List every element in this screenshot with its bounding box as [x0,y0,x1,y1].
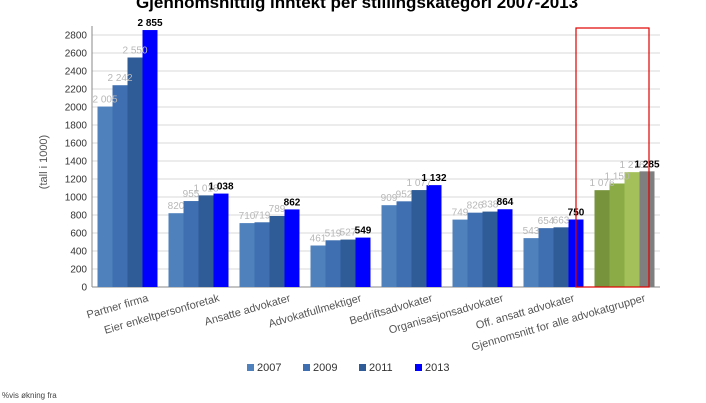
data-label: 789 [269,204,286,215]
y-tick-label: 2800 [65,31,88,42]
y-tick-label: 2200 [65,85,88,96]
legend-swatch [415,364,422,371]
data-label: 2 005 [92,95,117,106]
legend-label: 2009 [313,362,337,374]
y-axis-ticks: 0 200 400 600 800 1000 1200 1400 1600 1800 2000 220… [65,31,88,294]
y-tick-label: 2600 [65,49,88,60]
data-label: 952 [396,189,413,200]
y-tick-label: 200 [70,265,87,276]
data-label: 1 076 [589,178,614,189]
data-label: 1 018 [193,183,218,194]
data-label: 2 550 [122,46,147,57]
data-label: 663 [553,215,570,226]
y-tick-label: 1600 [65,139,88,150]
data-label: 1 150 [604,172,629,183]
data-label: 826 [467,201,484,212]
data-label: 2 855 [137,18,162,29]
bar [594,190,610,287]
y-axis-label: (tall i 1000) [38,135,50,189]
bar [411,190,427,287]
data-label: 710 [239,211,256,222]
y-tick-label: 400 [70,247,87,258]
y-tick-label: 1400 [65,157,88,168]
data-label: 1 276 [619,160,644,171]
y-tick-label: 0 [81,283,87,294]
bar [183,201,199,287]
bar [624,172,640,287]
bar [325,240,341,287]
chart-title: Gjennomsnittlig inntekt per stillingskat… [136,0,578,12]
data-label: 654 [538,216,555,227]
bar [482,211,498,287]
bar [142,30,158,288]
data-label: 1 132 [421,173,446,184]
bar [269,215,285,287]
bar [523,238,539,287]
bar [426,185,442,287]
data-label: 864 [497,197,514,208]
bar [538,228,554,287]
data-label: 955 [183,189,200,200]
data-label: 543 [523,226,540,237]
bar [127,57,143,287]
bar [452,219,468,287]
data-label: 749 [452,208,469,219]
bar [168,213,184,287]
bar [284,209,300,287]
data-label: 862 [284,197,301,208]
bar [381,205,397,287]
bar [198,195,214,287]
bars [97,30,655,288]
bar [254,222,270,287]
highlight-box [575,27,650,288]
data-label: 2 242 [107,73,132,84]
footer-note: %vis økning fra [2,391,57,400]
legend-swatch [303,364,310,371]
bar [396,201,412,287]
data-label: 527 [340,228,357,239]
data-label: 820 [168,201,185,212]
bar [609,183,625,287]
y-tick-label: 600 [70,229,87,240]
bar [497,209,513,287]
data-label: 549 [355,226,372,237]
legend-swatch [359,364,366,371]
data-label: 461 [310,234,327,245]
data-label: 838 [482,200,499,211]
bar [355,237,371,287]
legend-label: 2013 [425,362,449,374]
bar [112,85,128,287]
y-tick-label: 1800 [65,121,88,132]
y-tick-label: 800 [70,211,87,222]
bar [639,171,655,287]
bar [553,227,569,287]
legend-label: 2011 [369,362,393,374]
data-label: 1 077 [406,178,431,189]
legend-label: 2007 [257,362,281,374]
data-label: 519 [325,228,342,239]
bar [467,212,483,287]
legend-swatch [247,364,254,371]
data-label: 719 [254,210,271,221]
data-label: 1 038 [208,182,233,193]
data-label: 909 [381,193,398,204]
bar [239,223,255,287]
bar [213,193,229,287]
gridlines [92,34,660,270]
y-tick-label: 1200 [65,175,88,186]
y-tick-label: 2400 [65,67,88,78]
bar [310,245,326,287]
data-label: 1 285 [634,159,659,170]
y-tick-label: 1000 [65,193,88,204]
bar [97,106,113,287]
legend: 2007 2009 2011 2013 [247,362,449,374]
y-tick-label: 2000 [65,103,88,114]
bar [340,239,356,287]
